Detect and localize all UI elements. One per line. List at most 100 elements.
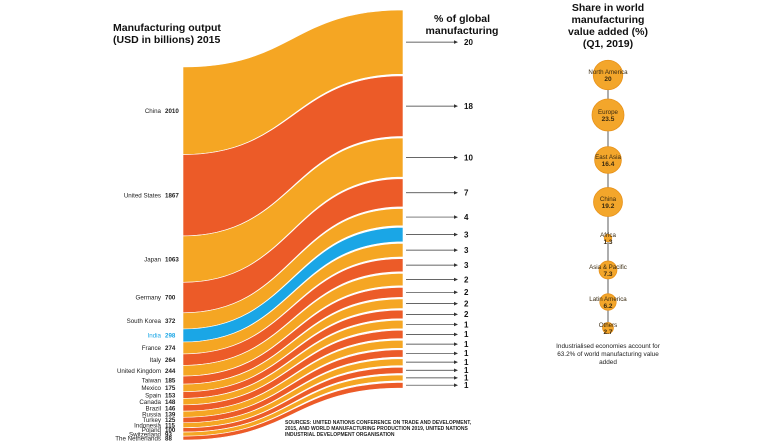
region-value-label: 1.3 bbox=[603, 239, 612, 246]
summary-note: Industrialised economies account for 63.… bbox=[556, 343, 660, 366]
region-bubble bbox=[602, 322, 614, 334]
output-value-label: 146 bbox=[165, 405, 176, 412]
region-value-label: 6.2 bbox=[603, 303, 612, 310]
region-name-label: Europe bbox=[598, 109, 619, 116]
arrow-head bbox=[454, 277, 458, 282]
flow-band-switzerland bbox=[182, 374, 404, 437]
output-value-label: 372 bbox=[165, 318, 176, 325]
arrow-head bbox=[454, 322, 458, 327]
flow-band-south-korea bbox=[182, 208, 404, 330]
region-bubble bbox=[598, 260, 618, 280]
region-name-label: China bbox=[600, 196, 617, 203]
flow-band-japan bbox=[182, 137, 404, 283]
region-name-label: Asia & Pacific bbox=[589, 264, 627, 271]
region-value-label: 20 bbox=[604, 76, 612, 83]
country-label: France bbox=[142, 345, 162, 352]
arrow-head bbox=[454, 263, 458, 267]
output-value-label: 264 bbox=[165, 357, 176, 364]
percent-label: 10 bbox=[464, 153, 473, 162]
flow-band-indonesia bbox=[182, 358, 404, 429]
region-bubble bbox=[592, 59, 624, 91]
arrow-head bbox=[454, 383, 458, 388]
country-label: China bbox=[145, 108, 162, 115]
output-value-label: 2010 bbox=[165, 108, 179, 115]
country-label: United States bbox=[124, 192, 161, 199]
output-value-label: 298 bbox=[165, 333, 176, 340]
left-title-line-2: (USD in billions) 2015 bbox=[113, 34, 221, 46]
country-label: Poland bbox=[142, 427, 162, 434]
percent-label: 7 bbox=[464, 189, 469, 198]
percent-label: 1 bbox=[464, 366, 469, 375]
output-value-label: 139 bbox=[165, 411, 176, 418]
percent-label: 18 bbox=[464, 102, 473, 111]
region-value-label: 23.5 bbox=[602, 116, 615, 123]
percent-label: 2 bbox=[464, 310, 469, 319]
country-label: The Netherlands bbox=[115, 435, 161, 442]
region-name-label: East Asia bbox=[595, 154, 621, 161]
output-value-label: 153 bbox=[165, 392, 176, 399]
country-label: Spain bbox=[145, 392, 161, 399]
output-value-label: 700 bbox=[165, 295, 176, 302]
arrow-head bbox=[454, 248, 458, 252]
percent-label: 1 bbox=[464, 349, 469, 358]
percent-label: 3 bbox=[464, 246, 469, 255]
arrow-head bbox=[454, 232, 458, 237]
left-chart-title: Manufacturing output (USD in billions) 2… bbox=[113, 22, 221, 46]
output-value-label: 93 bbox=[165, 431, 172, 438]
arrow-head bbox=[454, 301, 458, 306]
region-name-label: Africa bbox=[600, 232, 616, 239]
region-bubble bbox=[591, 98, 625, 132]
flow-band-germany bbox=[182, 178, 404, 314]
arrow-head bbox=[454, 40, 458, 44]
region-value-label: 19.2 bbox=[602, 203, 615, 210]
percent-label: 1 bbox=[464, 330, 469, 339]
mid-title-line-1: % of global bbox=[434, 13, 490, 25]
percent-label: 3 bbox=[464, 261, 469, 270]
arrow-head bbox=[454, 368, 458, 373]
output-value-label: 1867 bbox=[165, 192, 179, 199]
right-title-line-1: Share in world bbox=[571, 2, 645, 14]
sankey-flows bbox=[182, 9, 404, 441]
flow-band-turkey bbox=[182, 349, 404, 424]
region-bubble bbox=[599, 293, 617, 311]
percent-label: 4 bbox=[464, 213, 469, 222]
country-label: South Korea bbox=[127, 318, 162, 325]
country-label: Russia bbox=[142, 411, 161, 418]
country-labels: China 2010 United States 1867 Japan 1063 Germa… bbox=[115, 108, 179, 442]
percent-label: 1 bbox=[464, 374, 469, 383]
percent-label: 2 bbox=[464, 275, 469, 284]
percent-label: 2 bbox=[464, 299, 469, 308]
region-bubble bbox=[594, 146, 622, 174]
arrow-head bbox=[454, 342, 458, 346]
output-value-label: 100 bbox=[165, 427, 176, 434]
arrow-head bbox=[454, 190, 458, 195]
percent-label: 1 bbox=[464, 358, 469, 367]
country-label: Japan bbox=[144, 256, 161, 263]
country-label: United Kingdom bbox=[117, 368, 161, 375]
percent-label: 2 bbox=[464, 288, 469, 297]
output-value-label: 175 bbox=[165, 385, 176, 392]
output-value-label: 1063 bbox=[165, 256, 179, 263]
output-value-label: 115 bbox=[165, 422, 176, 429]
mid-chart-title: % of global manufacturing bbox=[417, 13, 507, 37]
country-label: Indonesia bbox=[134, 422, 161, 429]
percent-label: 20 bbox=[464, 38, 473, 47]
output-value-label: 88 bbox=[165, 435, 172, 442]
region-bubble bbox=[603, 233, 613, 243]
left-title-line-1: Manufacturing output bbox=[113, 22, 221, 34]
region-bubble bbox=[593, 187, 623, 217]
arrow-head bbox=[454, 104, 458, 108]
region-value-label: 2.7 bbox=[603, 329, 612, 336]
arrow-head bbox=[454, 360, 458, 364]
country-label: Italy bbox=[150, 357, 162, 364]
country-label: Turkey bbox=[142, 417, 162, 424]
country-label: Brazil bbox=[146, 405, 161, 412]
flow-band-china bbox=[182, 9, 404, 155]
region-name-label: Others bbox=[599, 322, 618, 329]
arrow-head bbox=[454, 155, 458, 160]
country-label: Taiwan bbox=[142, 377, 162, 384]
country-label: Mexico bbox=[141, 385, 161, 392]
right-title-line-3: value added (%) bbox=[568, 26, 648, 38]
